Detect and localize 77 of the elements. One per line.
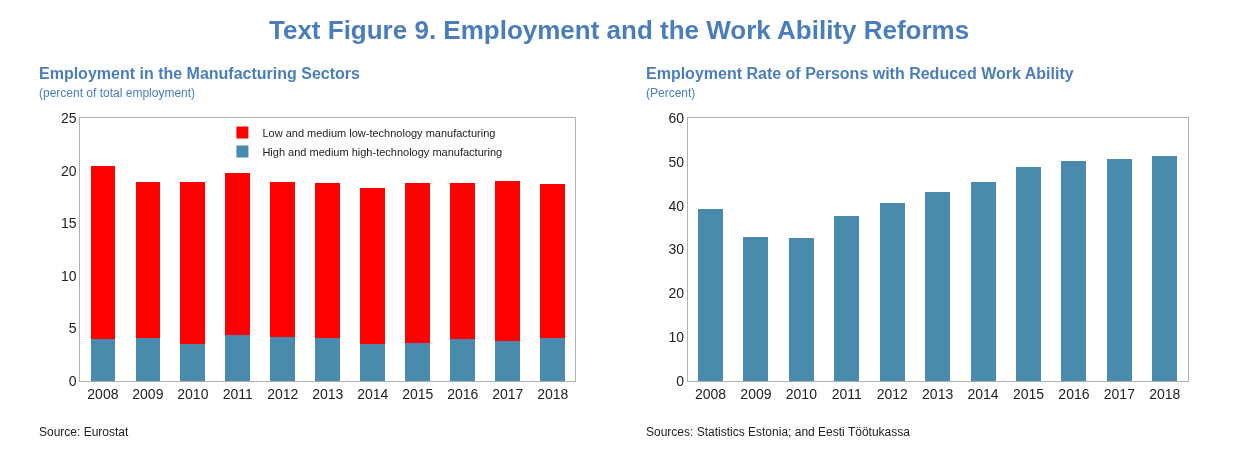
y-tick-label: 0 [68,372,77,389]
x-tick-label: 2008 [87,385,119,402]
y-tick-label: 40 [668,197,685,214]
bar [315,183,341,338]
bar [540,337,566,381]
bar [405,183,431,344]
bar [1016,167,1041,381]
x-tick-label: 2015 [1012,385,1045,402]
x-tick-label: 2014 [357,385,389,402]
chart-title: Employment Rate of Persons with Reduced Work Ability [646,65,1074,82]
text: Text Figure 9. Employment and the Work Ability Reforms [269,15,970,45]
bar [1152,155,1178,381]
bar [450,183,476,339]
bar [90,338,116,381]
y-tick-label: 15 [61,215,77,232]
y-tick-label: 5 [68,320,77,337]
x-tick-label: 2012 [267,385,299,402]
y-tick-label: 60 [668,109,685,126]
x-tick-label: 2018 [1149,385,1181,402]
bar [360,188,386,345]
bar [180,344,206,381]
x-tick-label: 2011 [831,385,863,402]
bar [540,184,566,338]
x-tick-label: 2016 [447,385,479,402]
x-tick-label: 2013 [922,385,954,402]
bar [495,341,521,381]
bar [180,182,206,345]
x-tick-label: 2016 [1058,385,1090,402]
bar [1106,158,1132,381]
x-tick-label: 2018 [537,385,569,402]
bar [834,215,860,381]
bar [315,337,341,381]
chart-title: Employment in the Manufacturing Sectors [39,65,361,82]
x-tick-label: 2015 [402,385,434,402]
y-tick-label: 0 [676,372,685,389]
chart-subtitle: (Percent) [646,86,696,100]
x-tick-label: 2009 [740,385,772,402]
bar [270,182,296,337]
y-tick-label: 30 [668,241,685,258]
bar [925,191,951,381]
bar [970,181,996,381]
y-tick-label: 20 [61,162,77,179]
bar [405,343,431,381]
x-tick-label: 2017 [1103,385,1136,402]
legend-label: High and medium high-technology manufacturing [262,145,503,158]
bar [270,336,296,381]
y-tick-label: 20 [668,285,685,302]
x-tick-label: 2013 [312,385,344,402]
bar [879,203,905,381]
x-tick-label: 2017 [492,385,524,402]
bar [360,344,386,381]
x-tick-label: 2012 [876,385,908,402]
bar [743,236,769,381]
bar [1061,160,1087,381]
x-tick-label: 2014 [967,385,999,402]
bar [495,181,521,342]
bar [90,166,116,339]
bar [225,172,251,335]
bar [450,338,476,381]
x-tick-label: 2010 [177,385,209,402]
x-tick-label: 2011 [222,385,254,402]
y-tick-label: 25 [61,109,77,126]
y-tick-label: 10 [61,267,77,284]
x-tick-label: 2009 [132,385,164,402]
bar [135,182,161,338]
source-note: Sources: Statistics Estonia; and Eesti Töötukassa [646,425,911,439]
bar [135,337,161,381]
bar [697,209,723,381]
y-tick-label: 50 [668,153,685,170]
source-note: Source: Eurostat [39,425,130,439]
bar [225,334,251,381]
legend-label: Low and medium low-technology manufacturing [262,126,496,139]
x-tick-label: 2010 [785,385,818,402]
bar [788,238,814,381]
y-tick-label: 10 [668,329,685,346]
x-tick-label: 2008 [694,385,727,402]
chart-subtitle: (percent of total employment) [39,86,196,100]
